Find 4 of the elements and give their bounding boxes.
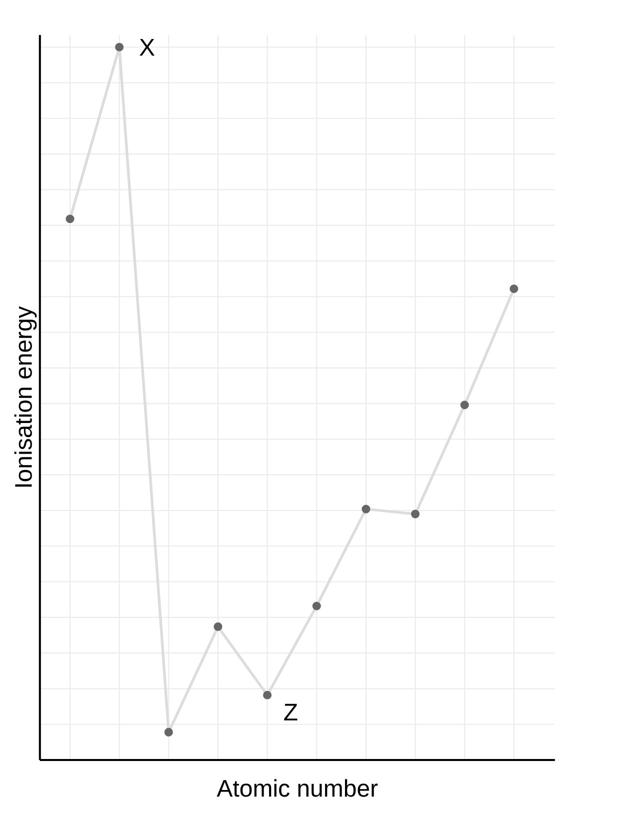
annotation: Z [284,704,298,720]
x-axis-title: Atomic number [216,779,378,797]
y-axis-title: Ionisation energy [14,306,37,487]
annotation: X [140,39,155,56]
